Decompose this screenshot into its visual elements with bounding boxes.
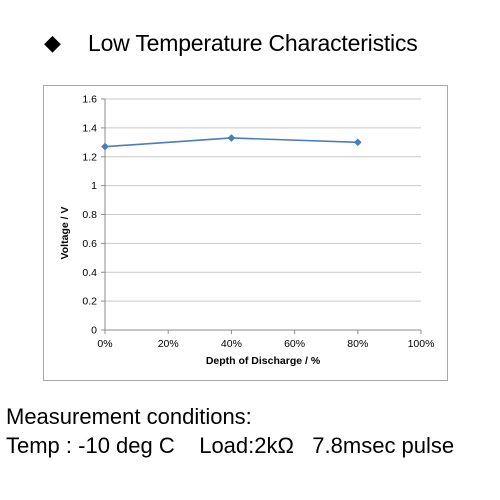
y-tick-label: 1.2 [82,151,97,163]
x-tick-label: 40% [221,338,242,350]
x-tick-label: 100% [408,338,435,350]
x-axis-label: Depth of Discharge / % [206,355,321,367]
y-tick-label: 0.2 [82,296,97,308]
y-tick-label: 0 [91,325,97,337]
x-tick-label: 20% [158,338,179,350]
conditions-values: Temp : -10 deg C Load:2kΩ 7.8msec pulse [6,431,454,460]
page-title: Low Temperature Characteristics [88,29,418,56]
x-tick-label: 80% [347,338,368,350]
chart-heading: ◆ Low Temperature Characteristics [44,26,418,60]
load-condition: Load:2kΩ [199,433,294,458]
y-tick-label: 0.6 [82,238,97,250]
series [101,134,362,151]
data-point [101,142,109,151]
chart-frame [43,85,448,381]
temp-condition: Temp : -10 deg C [6,433,175,458]
y-tick-label: 1.4 [82,122,97,134]
tick-labels: 0 0.2 0.4 0.6 0.8 1 1.2 1.4 1.6 0% 20% 40% 60% 80% 100… [82,94,434,351]
diamond-bullet-icon: ◆ [44,30,61,56]
y-axis-label: Voltage / V [59,207,71,260]
y-tick-label: 0.4 [82,267,97,279]
x-tick-label: 60% [284,338,305,350]
data-point [227,134,236,142]
gridlines [105,98,421,302]
measurement-conditions: Measurement conditions: Temp : -10 deg C… [6,402,454,460]
data-point [353,138,362,147]
x-tick-label: 0% [97,338,112,350]
y-tick-label: 1.6 [82,94,97,106]
y-tick-label: 0.8 [82,209,97,221]
pulse-condition: 7.8msec pulse [312,433,455,458]
y-tick-label: 1 [91,180,97,192]
conditions-heading: Measurement conditions: [6,404,252,429]
